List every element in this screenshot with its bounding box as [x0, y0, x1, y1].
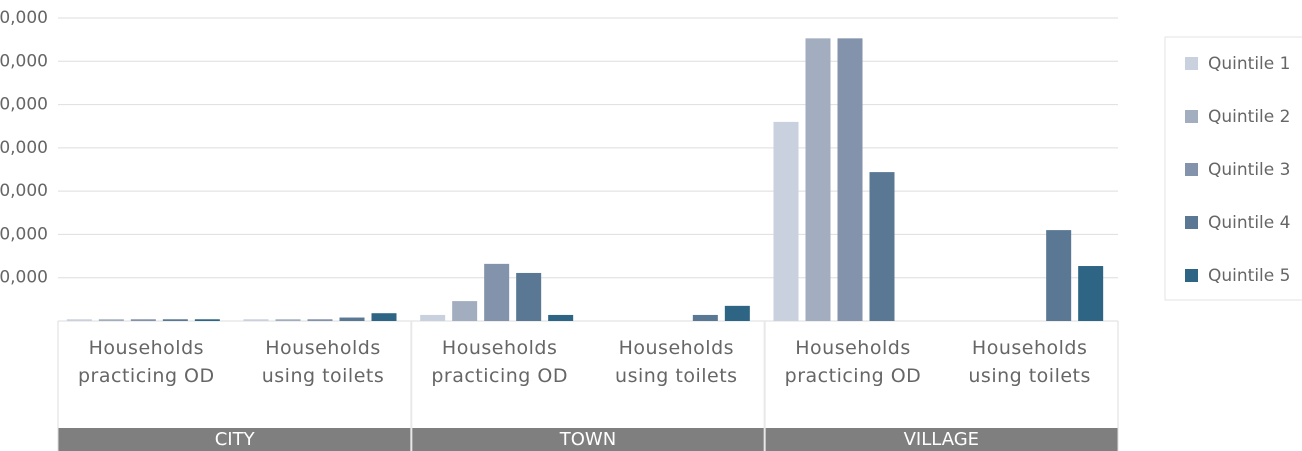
- bar: [66, 319, 92, 321]
- legend-swatch: [1185, 163, 1198, 176]
- y-tick-label: 40,000: [0, 138, 48, 158]
- x-tick-label: Households practicing OD: [784, 337, 922, 387]
- bar: [1046, 230, 1072, 321]
- x-tick-label: Households using toilets: [261, 337, 385, 387]
- x-tick-label: Households using toilets: [615, 337, 738, 387]
- bar: [516, 272, 542, 321]
- bar: [243, 319, 269, 321]
- group-label: VILLAGE: [903, 429, 980, 450]
- bar: [837, 38, 863, 321]
- x-tick-label: Households practicing OD: [78, 337, 215, 387]
- legend-label: Quintile 3: [1208, 160, 1290, 180]
- legend-swatch: [1185, 57, 1198, 70]
- bar: [307, 319, 333, 321]
- legend-label: Quintile 4: [1208, 213, 1290, 233]
- y-tick-label: 70,000: [0, 8, 48, 28]
- legend-label: Quintile 1: [1208, 54, 1290, 74]
- legend-swatch: [1185, 269, 1198, 282]
- bar: [130, 319, 156, 321]
- bar: [194, 319, 220, 321]
- bar: [420, 314, 446, 321]
- y-tick-label: 60,000: [0, 51, 48, 71]
- bar: [452, 301, 478, 321]
- bar: [98, 319, 124, 321]
- x-tick-label: Households using toilets: [968, 337, 1091, 387]
- y-tick-label: 20,000: [0, 224, 48, 244]
- bar: [548, 314, 574, 321]
- bar: [484, 263, 510, 321]
- y-tick-label: 50,000: [0, 95, 48, 115]
- bar: [773, 121, 799, 321]
- bar: [275, 319, 301, 321]
- group-label: TOWN: [559, 429, 617, 450]
- bar: [869, 172, 895, 321]
- bar: [805, 38, 831, 321]
- bar: [1078, 266, 1104, 321]
- group-label: CITY: [214, 429, 255, 450]
- y-tick-label: 30,000: [0, 181, 48, 201]
- legend-swatch: [1185, 216, 1198, 229]
- y-tick-label: 10,000: [0, 268, 48, 288]
- group-band: [58, 428, 1118, 451]
- legend-label: Quintile 2: [1208, 107, 1290, 127]
- bar: [692, 314, 718, 321]
- bar: [339, 317, 365, 321]
- bar: [162, 319, 188, 321]
- legend-label: Quintile 5: [1208, 266, 1290, 286]
- legend-swatch: [1185, 110, 1198, 123]
- x-tick-label: Households practicing OD: [431, 337, 568, 387]
- bar: [371, 313, 397, 321]
- bar: [724, 305, 750, 321]
